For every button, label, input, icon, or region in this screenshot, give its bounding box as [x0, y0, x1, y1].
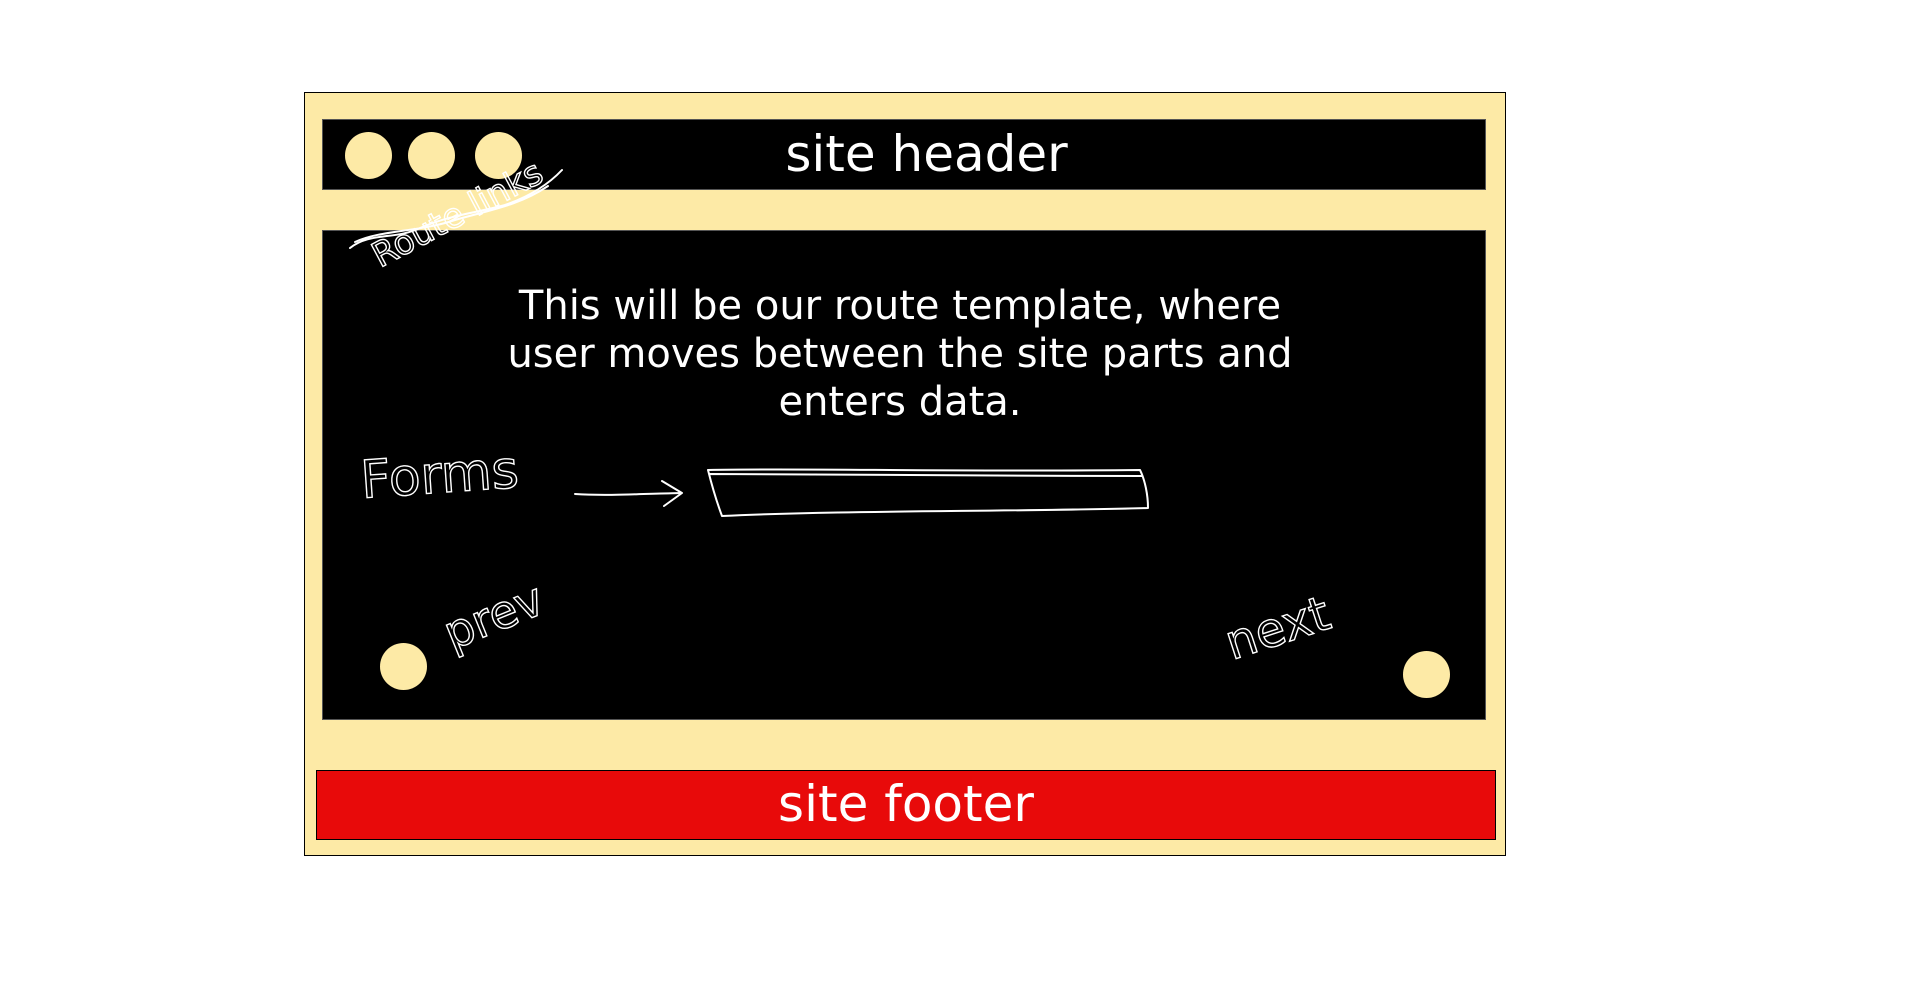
prev-button[interactable] — [380, 643, 427, 690]
route-link-dot-2[interactable] — [408, 132, 455, 179]
route-link-dot-3[interactable] — [475, 132, 522, 179]
site-header-title: site header — [785, 125, 1068, 183]
site-footer: site footer — [316, 770, 1496, 840]
route-link-dot-1[interactable] — [345, 132, 392, 179]
next-button[interactable] — [1403, 651, 1450, 698]
site-footer-title: site footer — [778, 775, 1034, 833]
route-template-description: This will be our route template, where u… — [507, 283, 1293, 425]
